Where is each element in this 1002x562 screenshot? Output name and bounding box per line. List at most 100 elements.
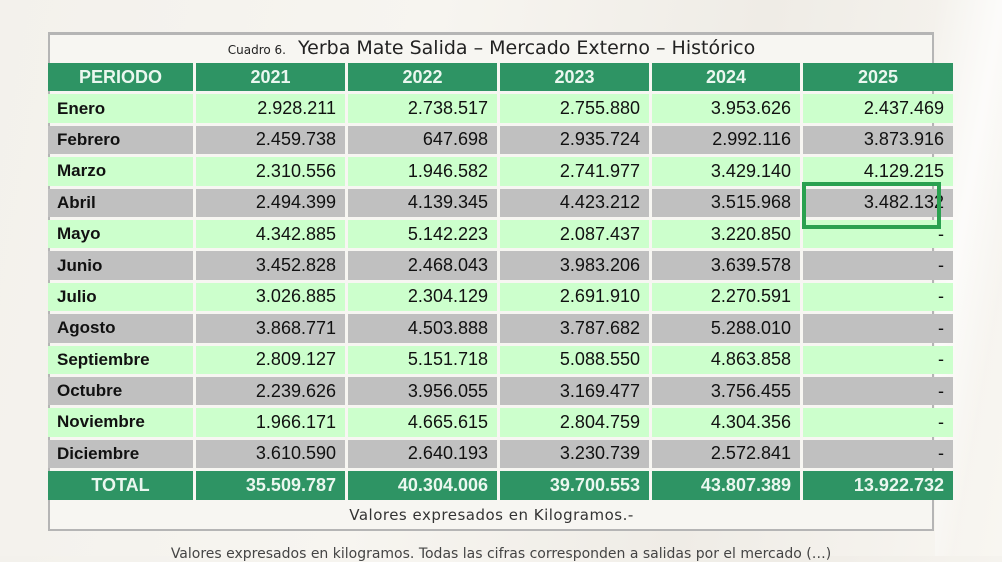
total-row: TOTAL 35.509.787 40.304.006 39.700.553 4… bbox=[48, 471, 953, 501]
table-row-agosto: Agosto 3.868.771 4.503.888 3.787.682 5.2… bbox=[48, 314, 953, 343]
cell-2021: 3.868.771 bbox=[196, 314, 345, 343]
cell-2023: 3.787.682 bbox=[500, 314, 649, 343]
row-label: Junio bbox=[48, 251, 193, 280]
cell-2025: 3.873.916 bbox=[803, 125, 953, 155]
total-2021: 35.509.787 bbox=[196, 471, 345, 501]
table-title: Cuadro 6. Yerba Mate Salida – Mercado Ex… bbox=[50, 34, 933, 63]
cell-2022: 5.142.223 bbox=[348, 219, 497, 249]
cell-2024: 4.304.356 bbox=[652, 408, 800, 437]
cell-2021: 4.342.885 bbox=[196, 219, 345, 249]
table-row-abril: Abril 2.494.399 4.139.345 4.423.212 3.51… bbox=[48, 188, 953, 217]
cell-2021: 2.459.738 bbox=[196, 125, 345, 155]
cell-2025: - bbox=[803, 251, 953, 280]
total-2023: 39.700.553 bbox=[500, 471, 649, 501]
cell-2023: 5.088.550 bbox=[500, 345, 649, 374]
row-label: Agosto bbox=[48, 314, 193, 343]
cell-2021: 2.809.127 bbox=[196, 345, 345, 374]
cell-2025-highlighted: 3.482.132 bbox=[803, 188, 953, 217]
cell-2023: 4.423.212 bbox=[500, 188, 649, 217]
row-label: Febrero bbox=[48, 125, 193, 155]
cell-2022: 2.738.517 bbox=[348, 94, 497, 123]
cell-2023: 2.741.977 bbox=[500, 157, 649, 186]
row-label: Enero bbox=[48, 94, 193, 123]
cell-2025: - bbox=[803, 376, 953, 406]
cell-2023: 3.230.739 bbox=[500, 439, 649, 469]
cell-2022: 1.946.582 bbox=[348, 157, 497, 186]
total-label: TOTAL bbox=[48, 471, 193, 501]
table-row-diciembre: Diciembre 3.610.590 2.640.193 3.230.739 … bbox=[48, 439, 953, 469]
row-label: Julio bbox=[48, 282, 193, 312]
table-row-septiembre: Septiembre 2.809.127 5.151.718 5.088.550… bbox=[48, 345, 953, 374]
table-row-noviembre: Noviembre 1.966.171 4.665.615 2.804.759 … bbox=[48, 408, 953, 437]
cell-2021: 3.452.828 bbox=[196, 251, 345, 280]
cell-2021: 1.966.171 bbox=[196, 408, 345, 437]
table-row-febrero: Febrero 2.459.738 647.698 2.935.724 2.99… bbox=[48, 125, 953, 155]
cell-2024: 5.288.010 bbox=[652, 314, 800, 343]
export-table: PERIODO 2021 2022 2023 2024 2025 Enero 2… bbox=[45, 60, 956, 503]
cell-2025: 4.129.215 bbox=[803, 157, 953, 186]
header-periodo: PERIODO bbox=[48, 63, 193, 92]
footer-text: Valores expresados en kilogramos. Todas … bbox=[170, 546, 832, 562]
cell-2022: 647.698 bbox=[348, 125, 497, 155]
header-2025: 2025 bbox=[803, 63, 953, 92]
cell-2024: 2.270.591 bbox=[652, 282, 800, 312]
cell-2024: 3.639.578 bbox=[652, 251, 800, 280]
cell-2024: 3.756.455 bbox=[652, 376, 800, 406]
cell-2023: 3.169.477 bbox=[500, 376, 649, 406]
cell-2024: 3.953.626 bbox=[652, 94, 800, 123]
caption-prefix: Cuadro 6. bbox=[227, 43, 286, 57]
row-label: Septiembre bbox=[48, 345, 193, 374]
cell-2023: 2.755.880 bbox=[500, 94, 649, 123]
caption-title: Yerba Mate Salida – Mercado Externo – Hi… bbox=[298, 37, 756, 59]
header-2022: 2022 bbox=[348, 63, 497, 92]
units-note: Valores expresados en Kilogramos.- bbox=[349, 506, 634, 524]
total-2022: 40.304.006 bbox=[348, 471, 497, 501]
cell-2022: 4.665.615 bbox=[348, 408, 497, 437]
cell-2025: - bbox=[803, 345, 953, 374]
header-2023: 2023 bbox=[500, 63, 649, 92]
cell-2021: 2.239.626 bbox=[196, 376, 345, 406]
header-2024: 2024 bbox=[652, 63, 800, 92]
cell-2024: 3.220.850 bbox=[652, 219, 800, 249]
cell-2023: 2.691.910 bbox=[500, 282, 649, 312]
cell-2022: 2.640.193 bbox=[348, 439, 497, 469]
cell-2025: - bbox=[803, 439, 953, 469]
row-label: Noviembre bbox=[48, 408, 193, 437]
table-row-octubre: Octubre 2.239.626 3.956.055 3.169.477 3.… bbox=[48, 376, 953, 406]
cell-2025: - bbox=[803, 408, 953, 437]
cell-2024: 4.863.858 bbox=[652, 345, 800, 374]
cell-2025: - bbox=[803, 282, 953, 312]
header-2021: 2021 bbox=[196, 63, 345, 92]
table-row-junio: Junio 3.452.828 2.468.043 3.983.206 3.63… bbox=[48, 251, 953, 280]
cell-2022: 4.503.888 bbox=[348, 314, 497, 343]
cell-2022: 3.956.055 bbox=[348, 376, 497, 406]
cell-2021: 3.610.590 bbox=[196, 439, 345, 469]
table-row-marzo: Marzo 2.310.556 1.946.582 2.741.977 3.42… bbox=[48, 157, 953, 186]
row-label: Diciembre bbox=[48, 439, 193, 469]
cell-2021: 3.026.885 bbox=[196, 282, 345, 312]
cell-2023: 3.983.206 bbox=[500, 251, 649, 280]
cell-2023: 2.087.437 bbox=[500, 219, 649, 249]
cell-2022: 2.468.043 bbox=[348, 251, 497, 280]
cell-2021: 2.494.399 bbox=[196, 188, 345, 217]
cell-2022: 4.139.345 bbox=[348, 188, 497, 217]
total-2025: 13.922.732 bbox=[803, 471, 953, 501]
cell-2025: - bbox=[803, 219, 953, 249]
cell-2024: 2.572.841 bbox=[652, 439, 800, 469]
cell-2025: - bbox=[803, 314, 953, 343]
total-2024: 43.807.389 bbox=[652, 471, 800, 501]
row-label: Octubre bbox=[48, 376, 193, 406]
cell-2023: 2.935.724 bbox=[500, 125, 649, 155]
row-label: Mayo bbox=[48, 219, 193, 249]
header-row: PERIODO 2021 2022 2023 2024 2025 bbox=[48, 63, 953, 92]
row-label: Marzo bbox=[48, 157, 193, 186]
cell-2021: 2.928.211 bbox=[196, 94, 345, 123]
cell-2024: 3.515.968 bbox=[652, 188, 800, 217]
table-row-enero: Enero 2.928.211 2.738.517 2.755.880 3.95… bbox=[48, 94, 953, 123]
cell-2021: 2.310.556 bbox=[196, 157, 345, 186]
cell-2022: 5.151.718 bbox=[348, 345, 497, 374]
cell-2024: 3.429.140 bbox=[652, 157, 800, 186]
cell-2024: 2.992.116 bbox=[652, 125, 800, 155]
cell-2023: 2.804.759 bbox=[500, 408, 649, 437]
cell-2022: 2.304.129 bbox=[348, 282, 497, 312]
